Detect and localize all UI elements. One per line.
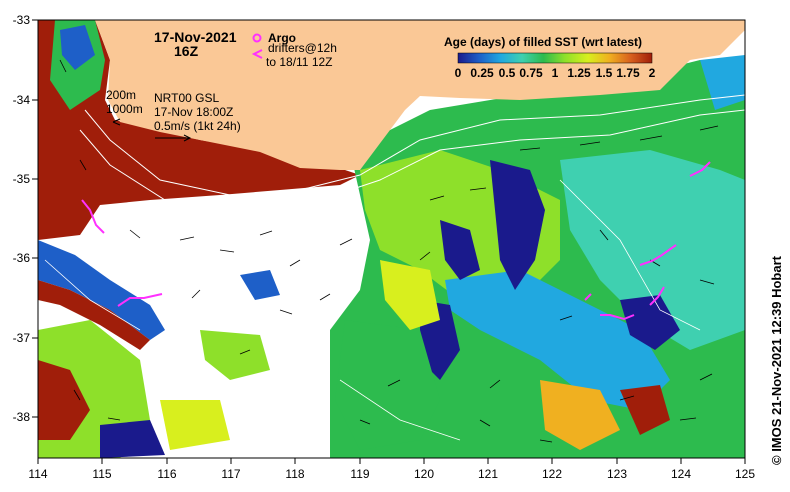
axis-ticks	[32, 19, 746, 464]
sst-region-east-navy-1	[490, 160, 545, 290]
sst-region-east-navy-2	[440, 220, 480, 280]
colorbar-title: Age (days) of filled SST (wrt latest)	[444, 35, 642, 49]
sst-region-east-orange	[540, 380, 620, 450]
colorbar-tick: 0.75	[519, 66, 543, 80]
isobath-200-label: 200m	[106, 88, 136, 102]
lat-tick: -38	[13, 410, 31, 424]
isobath-pointer-icon	[112, 118, 121, 126]
lat-tick: -35	[13, 172, 31, 186]
lat-tick: -37	[13, 331, 31, 345]
lon-tick: 117	[221, 467, 240, 481]
lon-tick: 121	[478, 467, 498, 481]
lon-tick: 124	[671, 467, 691, 481]
isobath-200m	[84, 94, 745, 196]
drifters-to-label: to 18/11 12Z	[266, 55, 333, 69]
sst-region-east-navy-4	[620, 295, 680, 350]
lat-tick-labels: -33 -34 -35 -36 -37 -38	[13, 13, 31, 424]
sst-region-lower-left-red	[38, 360, 90, 440]
lat-tick: -36	[13, 251, 31, 265]
sst-region-east-green-dark	[335, 320, 440, 450]
current-source-label: NRT00 GSL	[154, 91, 219, 105]
map-plot-area	[38, 20, 745, 458]
isobath-1000m	[79, 109, 745, 213]
current-vectors	[59, 59, 719, 443]
colorbar-tick: 1	[552, 66, 559, 80]
lon-tick: 119	[350, 467, 369, 481]
lon-tick: 114	[28, 467, 47, 481]
lon-tick: 116	[157, 467, 176, 481]
drifter-tracks	[81, 161, 711, 321]
argo-legend: Argo drifters@12h to 18/11 12Z	[251, 31, 337, 69]
colorbar-tick: 1.75	[616, 66, 640, 80]
sst-region-lower-left-blue	[100, 420, 165, 458]
colorbar-swatch	[457, 52, 653, 64]
sst-region-mid-blue	[240, 270, 280, 300]
lon-tick: 118	[285, 467, 304, 481]
colorbar-tick: 2	[649, 66, 656, 80]
sst-region-blue-band	[38, 240, 165, 340]
colorbar-tick: 1.5	[596, 66, 613, 80]
current-scale-label: 0.5m/s (1kt 24h)	[154, 119, 241, 133]
date-title: 17-Nov-2021	[154, 29, 237, 45]
sst-region-west-red	[38, 20, 360, 240]
argo-label: Argo	[268, 31, 296, 45]
sst-region-mid-lime	[200, 330, 270, 380]
lon-tick: 123	[607, 467, 627, 481]
lon-tick-labels: 114 115 116 117 118 119 120 121 122 123 …	[28, 467, 755, 481]
colorbar-tick: 0.5	[499, 66, 516, 80]
credit-label: © IMOS 21-Nov-2021 12:39 Hobart	[769, 255, 784, 465]
sst-region-east-teal	[560, 150, 745, 350]
lat-tick: -33	[13, 13, 31, 27]
lon-tick: 120	[414, 467, 434, 481]
current-time-label: 17-Nov 18:00Z	[154, 105, 233, 119]
lon-tick: 115	[92, 467, 111, 481]
isobath-1000-label: 1000m	[106, 102, 143, 116]
colorbar-tick: 1.25	[567, 66, 591, 80]
lat-tick: -34	[13, 93, 31, 107]
sst-region-red-band	[38, 280, 150, 350]
drifter-icon	[251, 49, 263, 59]
lon-tick: 125	[735, 467, 755, 481]
sst-region-east-red-spots	[620, 385, 670, 435]
argo-icon	[252, 33, 262, 43]
colorbar-tick: 0	[455, 66, 462, 80]
drifters-label: drifters@12h	[268, 41, 337, 55]
lon-tick: 122	[542, 467, 562, 481]
time-title: 16Z	[174, 43, 199, 59]
sst-region-mid-lime-2	[160, 400, 230, 450]
sst-region-east-cyan	[445, 270, 670, 410]
isobath-deep	[44, 179, 701, 441]
scale-arrow-icon	[155, 134, 192, 142]
plot-frame	[37, 19, 746, 459]
colorbar: Age (days) of filled SST (wrt latest) 0 …	[444, 35, 656, 80]
colorbar-tick: 0.25	[470, 66, 494, 80]
sst-region-west-blue	[60, 25, 95, 70]
sst-region-east-yellow	[380, 260, 440, 330]
